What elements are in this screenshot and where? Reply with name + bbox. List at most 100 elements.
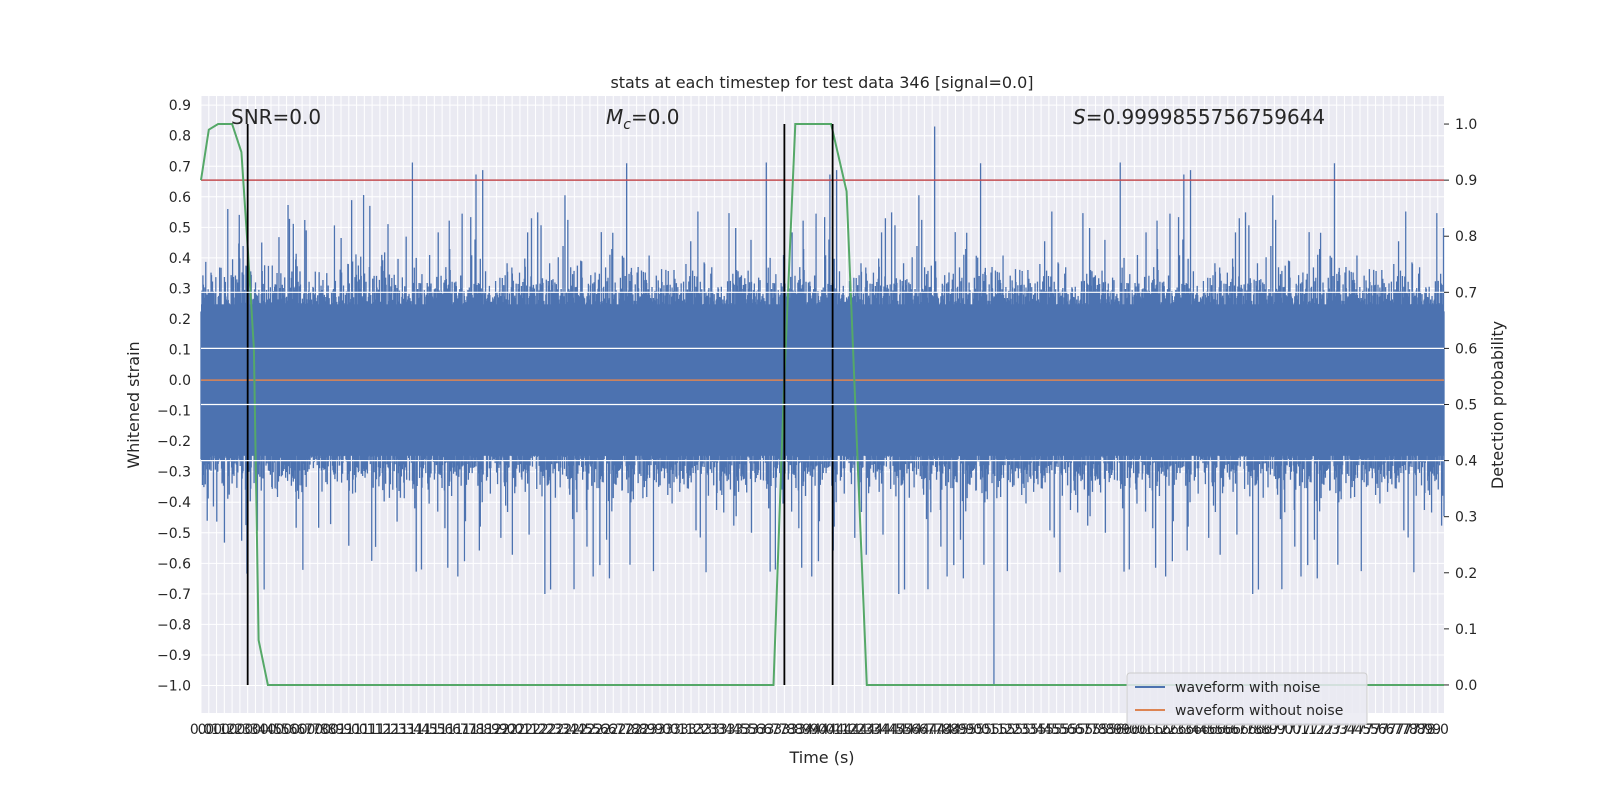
x-tick-label: 6.1 [1139, 722, 1161, 738]
x-tick-label: 2.8 [618, 722, 640, 738]
y2-tick-label: 0.3 [1455, 510, 1477, 526]
x-tick-label: 7.6 [1372, 722, 1394, 738]
x-tick-label: 4.7 [913, 722, 935, 738]
x-tick-label: 7.2 [1302, 722, 1324, 738]
x-tick-label: 3.3 [703, 722, 725, 738]
y-tick-label: 0.6 [169, 190, 191, 206]
y2-axis-label: Detection probability [1488, 321, 1507, 489]
x-tick-label: 2.7 [602, 722, 624, 738]
x-tick-label: 0.9 [322, 722, 344, 738]
x-tick-labels: 0.00.10.10.20.20.30.30.40.40.50.50.60.60… [190, 722, 1449, 738]
x-tick-label: 3.8 [781, 722, 803, 738]
x-tick-label: 2.8 [625, 722, 647, 738]
x-tick-label: 6.2 [1147, 722, 1169, 738]
x-tick-label: 5.4 [1022, 722, 1044, 738]
x-tick-label: 6.0 [1116, 722, 1138, 738]
y-tick-label: −0.2 [157, 434, 191, 450]
y-tick-label: 0.9 [169, 98, 191, 114]
x-tick-label: 1.6 [431, 722, 453, 738]
x-tick-label: 2.2 [524, 722, 546, 738]
x-tick-label: 6.4 [1178, 722, 1200, 738]
y2-tick-label: 0.7 [1455, 285, 1477, 301]
x-tick-label: 7.8 [1403, 722, 1425, 738]
x-tick-label: 3.4 [711, 722, 733, 738]
x-tick-label: 7.1 [1287, 722, 1309, 738]
x-tick-label: 6.5 [1193, 722, 1215, 738]
x-tick-label: 0.2 [213, 722, 235, 738]
x-tick-label: 4.6 [898, 722, 920, 738]
x-tick-label: 4.3 [859, 722, 881, 738]
x-tick-label: 5.7 [1077, 722, 1099, 738]
x-tick-label: 1.3 [384, 722, 406, 738]
x-tick-label: 6.0 [1123, 722, 1145, 738]
x-tick-label: 5.9 [1100, 722, 1122, 738]
x-tick-label: 0.5 [260, 722, 282, 738]
y-tick-label: −0.5 [157, 526, 191, 542]
x-tick-label: 2.7 [610, 722, 632, 738]
x-tick-label: 0.1 [198, 722, 220, 738]
y-tick-label: −0.9 [157, 648, 191, 664]
y-tick-label: 0.3 [169, 281, 191, 297]
y-tick-label: 0.5 [169, 220, 191, 236]
x-tick-label: 7.1 [1294, 722, 1316, 738]
y2-tick-labels: 1.0 0.9 0.8 0.7 0.6 0.5 0.4 0.3 0.2 0.1 0.0 [1444, 117, 1477, 694]
x-tick-label: 0.4 [244, 722, 266, 738]
x-tick-label: 2.6 [587, 722, 609, 738]
x-tick-label: 6.3 [1170, 722, 1192, 738]
x-tick-label: 1.8 [462, 722, 484, 738]
x-tick-label: 3.0 [657, 722, 679, 738]
x-tick-label: 1.6 [439, 722, 461, 738]
mc-annotation: Mc=0.0 [606, 105, 680, 133]
x-tick-label: 6.5 [1201, 722, 1223, 738]
x-tick-label: 7.4 [1333, 722, 1355, 738]
x-tick-label: 2.1 [509, 722, 531, 738]
x-tick-label: 2.0 [501, 722, 523, 738]
y-tick-label: 0.2 [169, 312, 191, 328]
x-tick-label: 4.3 [851, 722, 873, 738]
y2-gridlines [201, 291, 1444, 462]
x-tick-label: 1.0 [345, 722, 367, 738]
x-tick-label: 6.7 [1224, 722, 1246, 738]
x-tick-label: 6.7 [1232, 722, 1254, 738]
x-tick-label: 3.9 [789, 722, 811, 738]
x-tick-label: 1.4 [408, 722, 430, 738]
x-tick-label: 0.4 [252, 722, 274, 738]
x-tick-label: 2.9 [641, 722, 663, 738]
x-tick-label: 3.1 [672, 722, 694, 738]
x-tick-label: 1.0 [338, 722, 360, 738]
legend-label-noise: waveform with noise [1175, 680, 1320, 696]
x-tick-label: 6.2 [1154, 722, 1176, 738]
x-tick-label: 3.7 [758, 722, 780, 738]
x-tick-label: 4.9 [952, 722, 974, 738]
s-annotation: S=0.9999855756759644 [1073, 105, 1325, 129]
y-tick-label: 0.0 [169, 373, 191, 389]
x-tick-label: 5.9 [1108, 722, 1130, 738]
s-value: =0.9999855756759644 [1086, 105, 1325, 129]
s-symbol: S [1073, 105, 1086, 129]
x-tick-label: 3.6 [742, 722, 764, 738]
x-tick-label: 7.2 [1310, 722, 1332, 738]
x-tick-label: 5.6 [1053, 722, 1075, 738]
x-tick-label: 1.8 [470, 722, 492, 738]
x-tick-label: 1.7 [454, 722, 476, 738]
x-tick-label: 4.4 [867, 722, 889, 738]
x-tick-label: 5.6 [1061, 722, 1083, 738]
snr-annotation: SNR=0.0 [231, 105, 321, 129]
x-tick-label: 6.6 [1209, 722, 1231, 738]
x-axis-label: Time (s) [788, 748, 854, 767]
x-tick-label: 0.8 [314, 722, 336, 738]
x-tick-label: 5.3 [1014, 722, 1036, 738]
x-tick-label: 3.2 [688, 722, 710, 738]
y-tick-label: −0.7 [157, 587, 191, 603]
y-tick-label: −1.0 [157, 679, 191, 695]
y-tick-label: 0.7 [169, 159, 191, 175]
x-tick-label: 1.9 [485, 722, 507, 738]
x-tick-label: 2.0 [493, 722, 515, 738]
x-tick-label: 5.8 [1084, 722, 1106, 738]
x-tick-label: 2.2 [532, 722, 554, 738]
x-tick-label: 0.6 [283, 722, 305, 738]
x-tick-label: 1.9 [478, 722, 500, 738]
x-tick-label: 7.5 [1349, 722, 1371, 738]
y2-tick-label: 0.2 [1455, 566, 1477, 582]
x-tick-label: 1.3 [392, 722, 414, 738]
